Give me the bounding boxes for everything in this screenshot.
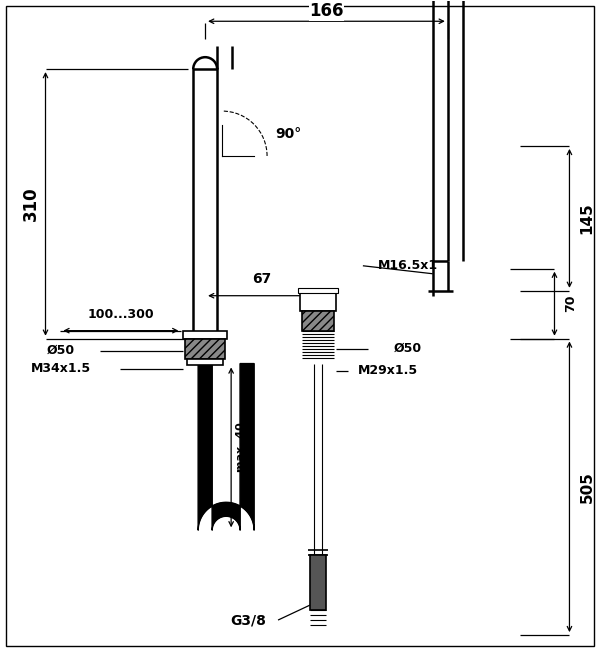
Text: 145: 145 — [580, 202, 595, 234]
Text: 90°: 90° — [275, 126, 301, 141]
Text: G3/8: G3/8 — [230, 613, 266, 627]
Text: Ø50: Ø50 — [46, 344, 74, 357]
Text: 310: 310 — [22, 187, 40, 221]
Text: 100...300: 100...300 — [88, 308, 154, 321]
Bar — [298, 288, 338, 293]
Text: 70: 70 — [565, 295, 577, 312]
Text: 505: 505 — [580, 471, 595, 503]
Text: M34x1.5: M34x1.5 — [31, 362, 91, 375]
Bar — [302, 311, 334, 331]
Text: M16.5x1: M16.5x1 — [378, 259, 438, 272]
Bar — [187, 359, 223, 365]
Text: M29x1.5: M29x1.5 — [358, 364, 418, 377]
Text: 67: 67 — [252, 271, 271, 286]
Polygon shape — [198, 363, 254, 531]
Bar — [183, 331, 227, 339]
Bar — [185, 339, 225, 359]
Text: 166: 166 — [309, 3, 344, 20]
Bar — [300, 293, 336, 311]
Bar — [310, 555, 326, 610]
Text: max. 40: max. 40 — [236, 422, 246, 472]
Bar — [193, 69, 217, 339]
Text: Ø50: Ø50 — [394, 342, 422, 355]
